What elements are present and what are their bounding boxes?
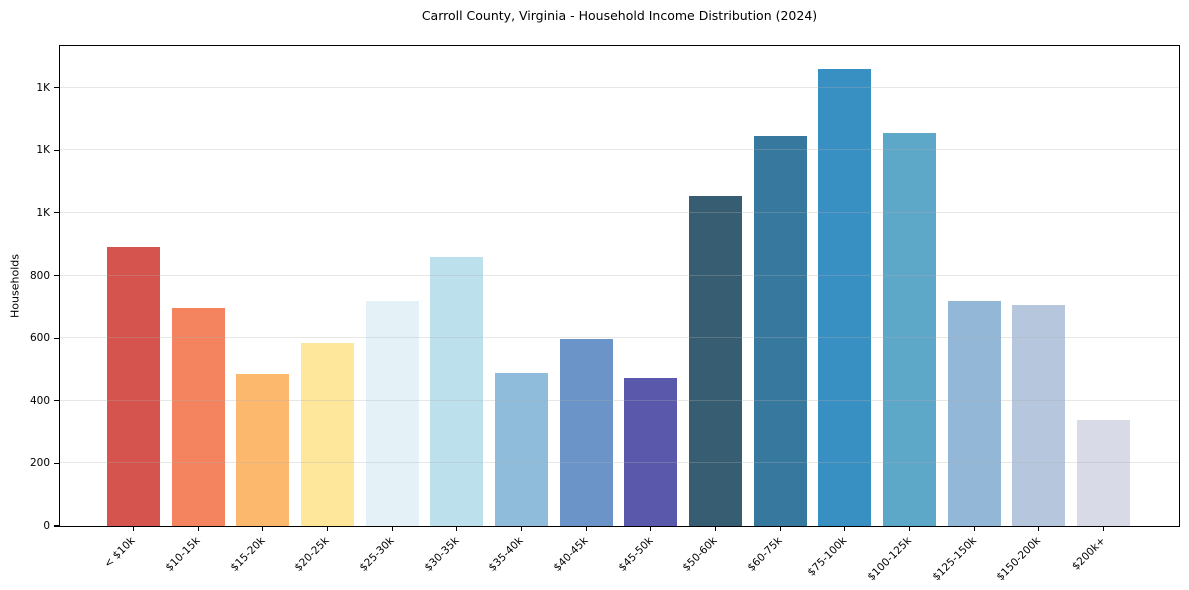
- bar-$75-100k: [818, 68, 872, 526]
- bars-layer: [60, 46, 1179, 526]
- y-tick-mark: [54, 212, 60, 214]
- x-tick-mark: [714, 526, 717, 531]
- y-tick-mark: [54, 274, 60, 277]
- y-tick-label: 800: [29, 269, 50, 282]
- y-tick-label: 0: [43, 520, 50, 532]
- x-tick-mark: [908, 526, 911, 531]
- x-tick-mark: [779, 526, 781, 531]
- x-tick-mark: [1038, 526, 1040, 531]
- y-tick-mark: [54, 149, 60, 151]
- bar-$45-50k: [624, 378, 678, 526]
- y-tick-label: 600: [29, 332, 50, 345]
- bar-$150-200k: [1012, 305, 1066, 526]
- plot-area: 0 200 400 600 800 1K 1K 1K < $10k $10-15k $15-20k $…: [30, 45, 1180, 583]
- y-tick-label: 400: [29, 394, 50, 407]
- x-tick-mark: [585, 526, 587, 531]
- y-tick-mark: [54, 462, 60, 464]
- y-axis-label: Households: [8, 254, 22, 318]
- x-tick-mark: [650, 526, 652, 531]
- x-tick-mark: [973, 526, 975, 531]
- bar-< $10k: [107, 247, 160, 526]
- x-tick-mark: [844, 526, 846, 531]
- x-tick-mark: [262, 526, 264, 531]
- bar-$35-40k: [495, 372, 548, 526]
- x-tick-mark: [132, 526, 135, 531]
- x-tick-mark: [1102, 526, 1105, 531]
- bar-$60-75k: [753, 136, 807, 526]
- bar-$25-30k: [365, 300, 419, 526]
- y-tick-label: 1K: [36, 206, 50, 219]
- y-tick-label: 1K: [36, 144, 50, 157]
- bar-$40-45k: [559, 339, 613, 526]
- bar-$10-15k: [171, 308, 225, 526]
- bar-$30-35k: [430, 256, 484, 526]
- y-tick-mark: [54, 400, 60, 402]
- x-tick-mark: [197, 526, 199, 531]
- bar-$20-25k: [301, 343, 354, 526]
- bar-$200k+: [1077, 419, 1130, 526]
- y-tick-mark: [54, 87, 60, 89]
- x-tick-mark: [391, 526, 393, 531]
- x-tick-mark: [456, 526, 458, 531]
- y-tick-mark: [54, 337, 60, 339]
- x-tick-label: $200k+: [1069, 534, 1108, 573]
- chart-title: Carroll County, Virginia - Household Inc…: [421, 8, 818, 23]
- bar-$100-125k: [883, 133, 936, 526]
- y-tick-label: 1K: [36, 81, 50, 94]
- y-tick-label: 200: [29, 457, 50, 470]
- bar-$15-20k: [236, 374, 290, 526]
- x-tick-mark: [520, 526, 523, 531]
- bar-$125-150k: [947, 300, 1001, 526]
- x-tick-mark: [326, 526, 329, 531]
- y-tick-mark: [54, 525, 60, 527]
- bar-$50-60k: [689, 195, 742, 526]
